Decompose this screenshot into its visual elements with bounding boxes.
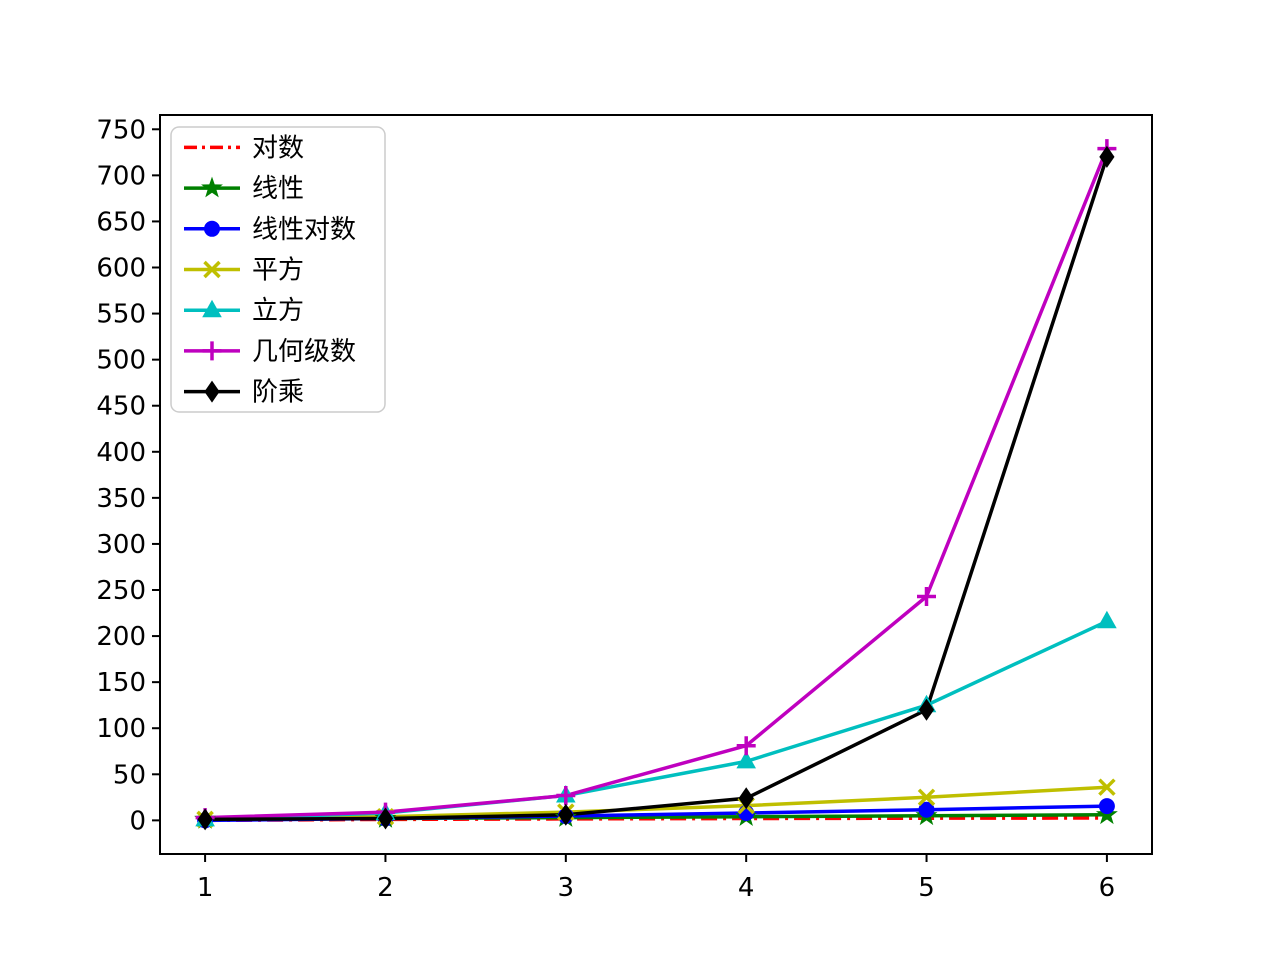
- marker-x: [917, 788, 936, 807]
- legend-label-0: 对数: [252, 133, 304, 163]
- y-tick-label: 700: [96, 161, 146, 191]
- y-tick-label: 50: [113, 760, 146, 790]
- marker-triangle: [736, 750, 756, 769]
- x-tick-label: 2: [377, 873, 394, 903]
- marker-circle: [918, 801, 935, 818]
- marker-triangle: [202, 299, 222, 318]
- series-line-0: [205, 816, 1107, 823]
- marker-plus: [736, 736, 756, 756]
- y-tick-label: 0: [129, 806, 146, 836]
- series-markers-6: [197, 145, 1115, 831]
- series-line-4: [205, 619, 1108, 822]
- y-tick-label: 750: [96, 115, 146, 145]
- marker-diamond: [738, 787, 754, 810]
- marker-circle: [204, 220, 220, 237]
- marker-x: [1098, 778, 1116, 796]
- legend-label-6: 阶乘: [252, 378, 304, 408]
- marker-diamond: [918, 698, 935, 721]
- marker-diamond: [377, 807, 394, 830]
- y-tick-label: 350: [96, 484, 146, 514]
- marker-plus: [556, 786, 576, 805]
- marker-diamond: [558, 803, 574, 826]
- x-tick-label: 1: [197, 873, 214, 903]
- marker-triangle: [1097, 610, 1117, 629]
- marker-x: [203, 260, 221, 279]
- legend-label-5: 几何级数: [252, 337, 356, 367]
- y-tick-label: 400: [96, 438, 146, 468]
- legend-label-2: 线性对数: [252, 215, 356, 245]
- y-tick-label: 600: [96, 253, 146, 283]
- y-tick-label: 100: [96, 714, 146, 744]
- y-tick-label: 150: [96, 668, 146, 698]
- y-tick-label: 550: [96, 300, 146, 330]
- x-tick-label: 6: [1099, 873, 1116, 903]
- legend-label-4: 立方: [252, 296, 304, 326]
- y-tick-label: 300: [96, 530, 146, 560]
- series-line-6: [205, 156, 1109, 822]
- series-line-5: [205, 147, 1109, 820]
- marker-plus: [202, 341, 222, 361]
- axes-frame: [159, 114, 1153, 855]
- marker-diamond: [197, 808, 213, 831]
- x-tick-label: 4: [738, 873, 755, 903]
- legend-box: [170, 126, 386, 413]
- marker-plus: [917, 587, 936, 606]
- y-tick-label: 500: [96, 346, 146, 376]
- y-tick-label: 650: [96, 207, 146, 237]
- y-tick-label: 450: [96, 392, 146, 422]
- legend-label-3: 平方: [252, 256, 304, 286]
- x-tick-label: 5: [918, 873, 935, 903]
- x-tick-label: 3: [558, 873, 575, 903]
- legend-label-1: 线性: [252, 174, 304, 204]
- marker-diamond: [204, 380, 220, 403]
- y-tick-label: 200: [96, 622, 146, 652]
- marker-diamond: [1099, 145, 1115, 168]
- marker-star: [201, 176, 223, 198]
- y-tick-label: 250: [96, 576, 146, 606]
- marker-circle: [1098, 798, 1115, 815]
- series-group: [205, 147, 1109, 823]
